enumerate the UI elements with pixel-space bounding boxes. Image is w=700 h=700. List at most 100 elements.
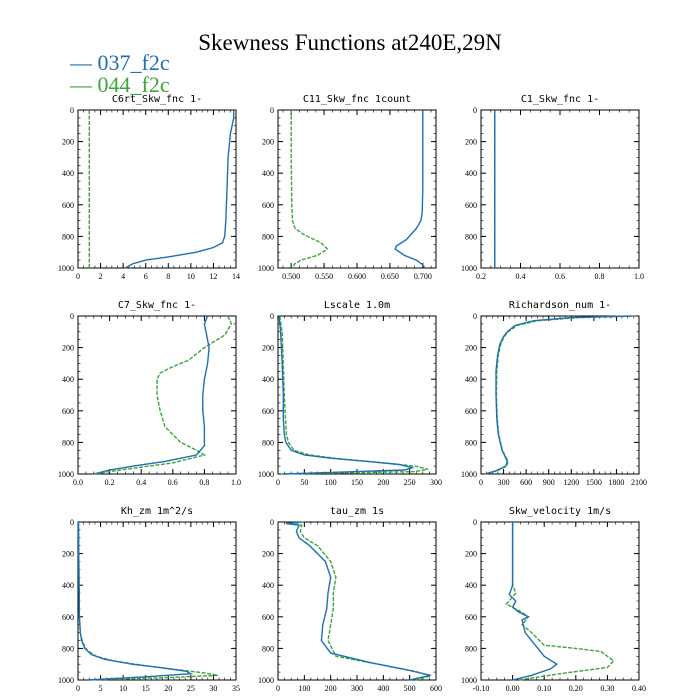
x-tick-label: 300 (351, 684, 363, 693)
y-tick-label: 600 (62, 613, 74, 622)
x-tick-label: 200 (325, 684, 337, 693)
x-tick-label: 10 (119, 684, 127, 693)
x-tick-label: 0.600 (348, 272, 366, 281)
y-tick-label: 0 (270, 312, 274, 321)
y-tick-label: 0 (270, 106, 274, 115)
y-tick-label: 400 (62, 375, 74, 384)
plot-frame (77, 315, 237, 475)
x-tick-label: 300 (430, 478, 442, 487)
series-line-044-f2c (505, 522, 615, 681)
panel-title: C1_Skw_fnc 1- (521, 94, 599, 105)
x-tick-label: 0.10 (537, 684, 551, 693)
y-tick-label: 200 (262, 550, 274, 559)
x-tick-label: 0.4 (136, 478, 146, 487)
panel-title: Skw_velocity 1m/s (509, 506, 611, 517)
y-tick-label: 800 (62, 232, 74, 241)
y-tick-label: 200 (465, 138, 477, 147)
plot-frame (480, 315, 640, 475)
y-tick-label: 200 (262, 138, 274, 147)
x-tick-label: 250 (404, 478, 416, 487)
panel-title: C6rt_Skw_fnc 1- (112, 94, 202, 105)
x-tick-label: 200 (377, 478, 389, 487)
x-tick-label: 100 (325, 478, 337, 487)
y-tick-label: 200 (465, 344, 477, 353)
y-tick-label: 0 (473, 106, 477, 115)
y-tick-label: 1000 (58, 676, 74, 685)
y-tick-label: 600 (62, 407, 74, 416)
x-tick-label: 400 (377, 684, 389, 693)
y-tick-label: 400 (262, 169, 274, 178)
plot-frame (480, 109, 640, 269)
x-tick-label: 0.8 (595, 272, 605, 281)
y-tick-label: 200 (62, 344, 74, 353)
x-tick-label: 300 (498, 478, 510, 487)
y-tick-label: 400 (465, 581, 477, 590)
plot-frame (480, 521, 640, 681)
x-tick-label: 10 (187, 272, 195, 281)
x-tick-label: 600 (430, 684, 442, 693)
y-tick-label: 200 (262, 344, 274, 353)
y-tick-label: 1000 (258, 264, 274, 273)
y-tick-label: 1000 (58, 470, 74, 479)
x-tick-label: 1200 (563, 478, 579, 487)
page-title: Skewness Functions at240E,29N (198, 30, 502, 55)
series-line-037-f2c (125, 110, 235, 269)
x-tick-label: 1500 (586, 478, 602, 487)
y-tick-label: 800 (262, 438, 274, 447)
x-tick-label: 0.4 (516, 272, 526, 281)
x-tick-label: 6 (144, 272, 148, 281)
panel-title: C11_Skw_fnc 1count (303, 94, 411, 105)
x-tick-label: 0.650 (381, 272, 399, 281)
legend-label-037-f2c: 037_f2c (97, 50, 170, 75)
series-line-037-f2c (278, 315, 416, 475)
x-tick-label: 0.500 (282, 272, 300, 281)
y-tick-label: 1000 (461, 264, 477, 273)
x-tick-label: 15 (142, 684, 150, 693)
legend-line-icon: — (70, 50, 98, 75)
x-tick-label: 0.6 (555, 272, 565, 281)
y-tick-label: 800 (465, 438, 477, 447)
y-tick-label: 1000 (258, 676, 274, 685)
x-tick-label: 14 (232, 272, 240, 281)
x-tick-label: 1.0 (634, 272, 644, 281)
series-line-037-f2c (285, 521, 431, 681)
x-tick-label: 8 (166, 272, 170, 281)
y-tick-label: 1000 (58, 264, 74, 273)
y-tick-label: 600 (465, 201, 477, 210)
y-tick-label: 800 (62, 438, 74, 447)
y-tick-label: 600 (262, 407, 274, 416)
x-tick-label: 0.2 (105, 478, 115, 487)
plot-frame (77, 109, 237, 269)
x-tick-label: 0.0 (73, 478, 83, 487)
x-tick-label: 30 (209, 684, 217, 693)
panel-title: C7_Skw_fnc 1- (118, 300, 196, 311)
series-line-044-f2c (290, 110, 329, 269)
y-tick-label: 800 (262, 644, 274, 653)
x-tick-label: 0.8 (199, 478, 209, 487)
x-tick-label: 0 (276, 684, 280, 693)
x-tick-label: 0.40 (632, 684, 646, 693)
y-tick-label: 1000 (461, 676, 477, 685)
panel-title: tau_zm 1s (330, 506, 384, 517)
x-tick-label: 1800 (608, 478, 624, 487)
x-tick-label: 5 (99, 684, 103, 693)
x-tick-label: 900 (543, 478, 555, 487)
y-tick-label: 0 (270, 518, 274, 527)
y-tick-label: 200 (465, 550, 477, 559)
x-tick-label: 4 (121, 272, 125, 281)
chart-panel-2: C11_Skw_fnc 1count 0 200 400 600 800 1000 0.500… (258, 94, 437, 281)
y-tick-label: 400 (465, 375, 477, 384)
legend: — 037_f2c — 044_f2c (70, 52, 170, 96)
y-tick-label: 200 (62, 138, 74, 147)
plot-frame (277, 315, 437, 475)
x-tick-label: 25 (187, 684, 195, 693)
x-tick-label: 0.30 (600, 684, 614, 693)
y-tick-label: 600 (465, 613, 477, 622)
x-tick-label: 0.6 (168, 478, 178, 487)
